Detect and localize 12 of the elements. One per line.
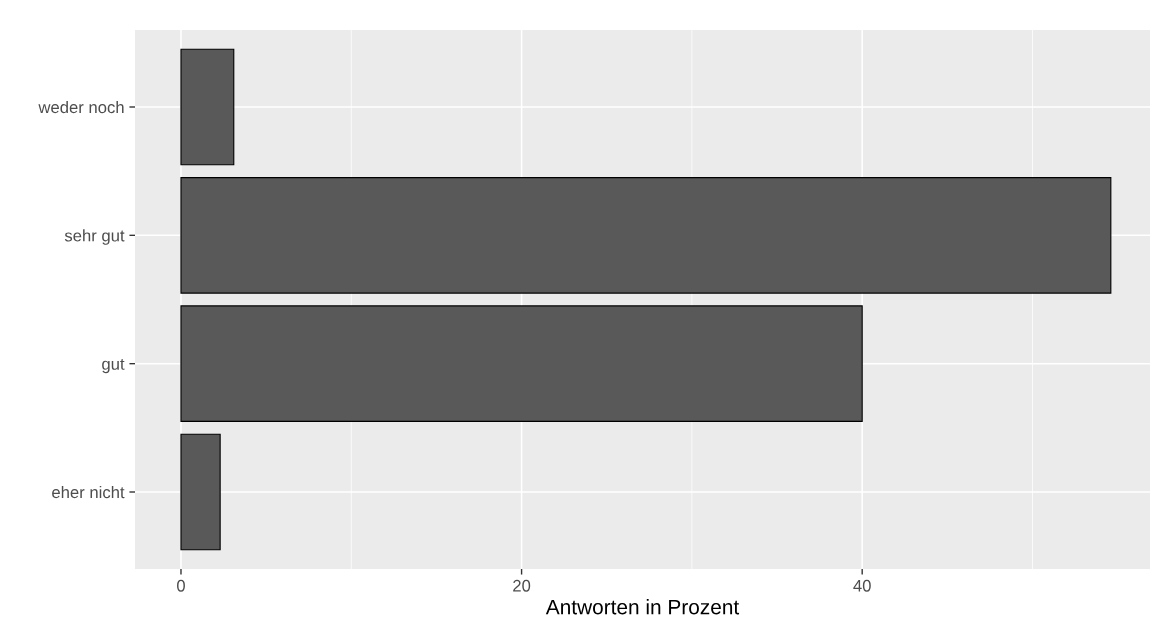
y-tick-label: weder noch [38,100,124,114]
bar [180,305,863,422]
y-tick-label: eher nicht [52,485,125,499]
x-tick-label: 20 [513,579,531,592]
y-tick-label: gut [102,358,125,374]
x-axis-title: Antworten in Prozent [545,599,740,615]
bar [180,433,221,551]
bar [180,177,1112,294]
bar [180,48,235,166]
y-tick-label: sehr gut [64,229,125,245]
x-tick-label: 40 [853,579,871,592]
x-tick-label: 0 [177,579,185,592]
